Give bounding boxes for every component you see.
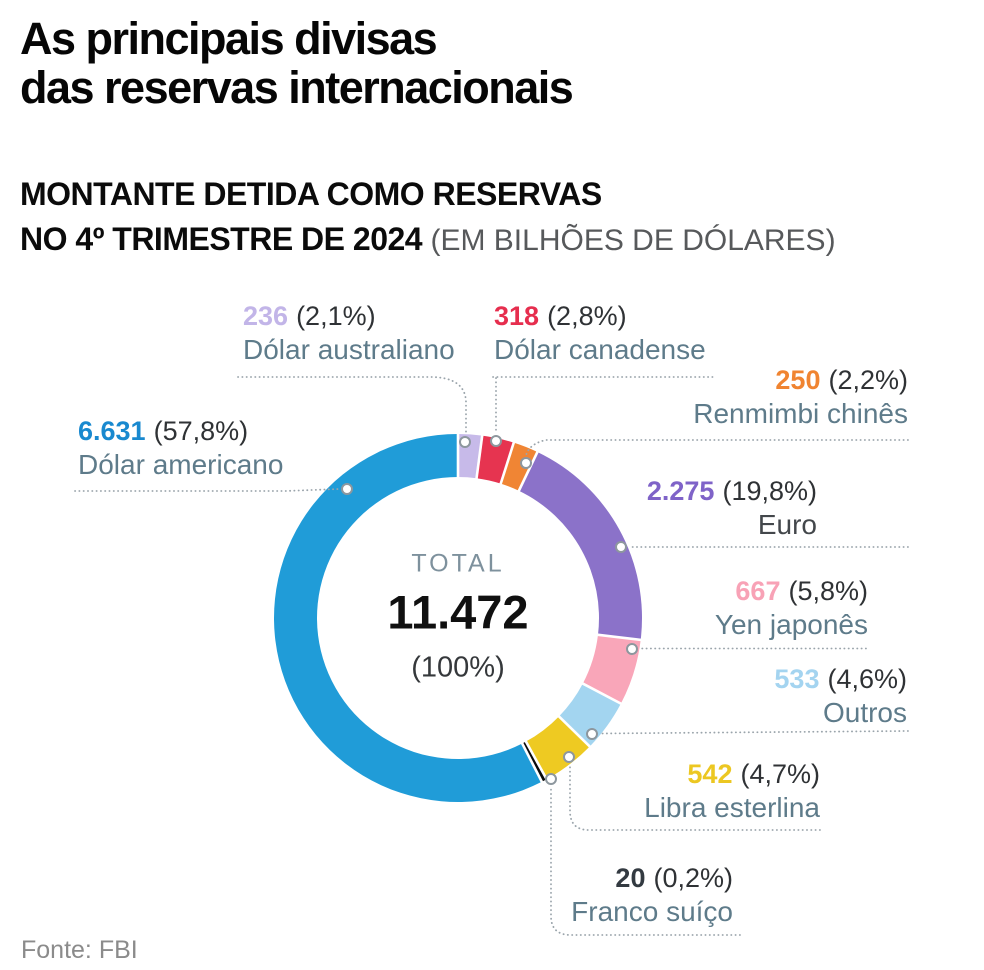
slice-separator xyxy=(579,681,625,707)
leader-renmimbi-chines xyxy=(525,439,909,457)
leader-franco-suico xyxy=(550,786,741,936)
value-renmimbi-chines: 250 xyxy=(775,365,821,395)
slice-separator xyxy=(519,740,545,786)
slice-separator xyxy=(594,633,644,642)
slice-separator xyxy=(523,738,550,783)
name-outros: Outros xyxy=(822,697,907,728)
dot-dolar-americano xyxy=(341,483,353,495)
value-dolar-australiano: 236 xyxy=(243,301,289,331)
name-libra-esterlina: Libra esterlina xyxy=(644,792,820,823)
slice-separator xyxy=(516,448,540,495)
name-yen-japones: Yen japonês xyxy=(714,609,868,640)
pct-yen-japones: (5,8%) xyxy=(788,576,868,606)
leader-libra-esterlina xyxy=(569,764,821,831)
center-total-label: TOTAL xyxy=(411,549,505,578)
label-outros: 533 (4,6%) Outros xyxy=(774,662,907,730)
subtitle-unit-note: (EM BILHÕES DE DÓLARES) xyxy=(430,224,836,257)
subtitle-period: NO 4º TRIMESTRE DE 2024 xyxy=(20,221,423,257)
label-dolar-australiano: 236 (2,1%) Dólar australiano xyxy=(243,299,455,367)
center-total-pct: (100%) xyxy=(411,651,505,684)
dot-dolar-canadense xyxy=(490,435,502,447)
pct-dolar-canadense: (2,8%) xyxy=(547,301,627,331)
dot-dolar-australiano xyxy=(459,436,471,448)
pct-dolar-australiano: (2,1%) xyxy=(296,301,376,331)
label-value-line: 20 (0,2%) xyxy=(571,861,733,895)
donut-center: TOTAL 11.472 (100%) xyxy=(387,550,528,685)
value-franco-suico: 20 xyxy=(615,863,646,893)
slice-separator xyxy=(498,439,516,487)
chart-subtitle: MONTANTE DETIDA COMO RESERVAS NO 4º TRIM… xyxy=(20,172,836,263)
subtitle-line-2: NO 4º TRIMESTRE DE 2024 (EM BILHÕES DE D… xyxy=(20,217,836,263)
value-dolar-canadense: 318 xyxy=(494,301,540,331)
label-value-line: 667 (5,8%) xyxy=(715,574,868,608)
name-dolar-americano: Dólar americano xyxy=(78,449,284,480)
slice-yen-japones xyxy=(582,634,641,704)
label-dolar-canadense: 318 (2,8%) Dólar canadense xyxy=(494,299,706,367)
slice-separator xyxy=(474,432,484,482)
leader-dolar-australiano xyxy=(237,376,467,434)
dot-yen-japones xyxy=(626,643,638,655)
dot-euro xyxy=(615,541,627,553)
leader-dolar-americano xyxy=(74,488,340,492)
value-libra-esterlina: 542 xyxy=(687,759,733,789)
name-euro: Euro xyxy=(757,509,817,540)
title-line-2: das reservas internacionais xyxy=(20,62,574,113)
label-yen-japones: 667 (5,8%) Yen japonês xyxy=(715,574,868,642)
slice-separators xyxy=(456,431,644,786)
label-value-line: 318 (2,8%) xyxy=(494,299,706,333)
slice-renmimbi-chines xyxy=(500,442,538,491)
pct-dolar-americano: (57,8%) xyxy=(153,416,249,446)
subtitle-line-1: MONTANTE DETIDA COMO RESERVAS xyxy=(20,176,602,212)
label-libra-esterlina: 542 (4,7%) Libra esterlina xyxy=(644,757,820,825)
label-value-line: 236 (2,1%) xyxy=(243,299,455,333)
dot-franco-suico xyxy=(545,773,557,785)
slice-separator xyxy=(555,713,593,750)
label-renmimbi-chines: 250 (2,2%) Renmimbi chinês xyxy=(693,363,908,431)
slice-franco-suico xyxy=(522,741,547,782)
label-euro: 2.275 (19,8%) Euro xyxy=(647,474,817,542)
label-value-line: 6.631 (57,8%) xyxy=(78,414,283,448)
anchor-dots xyxy=(341,435,638,785)
label-value-line: 533 (4,6%) xyxy=(774,662,907,696)
name-dolar-canadense: Dólar canadense xyxy=(494,334,706,365)
source-credit: Fonte: FBI xyxy=(21,936,138,964)
pct-franco-suico: (0,2%) xyxy=(653,863,733,893)
slice-euro xyxy=(518,452,642,640)
pct-euro: (19,8%) xyxy=(722,476,817,506)
title-line-1: As principais divisas xyxy=(20,13,438,64)
leader-lines xyxy=(74,376,909,936)
slice-dolar-americano xyxy=(274,434,542,802)
leader-outros xyxy=(600,730,909,735)
name-franco-suico: Franco suíço xyxy=(571,896,733,927)
pct-outros: (4,6%) xyxy=(827,664,907,694)
value-dolar-americano: 6.631 xyxy=(78,416,146,446)
label-value-line: 250 (2,2%) xyxy=(693,363,908,397)
label-dolar-americano: 6.631 (57,8%) Dólar americano xyxy=(78,414,283,482)
label-franco-suico: 20 (0,2%) Franco suíço xyxy=(571,861,733,929)
page-title: As principais divisas das reservas inter… xyxy=(20,13,574,113)
value-yen-japones: 667 xyxy=(735,576,781,606)
value-euro: 2.275 xyxy=(646,476,715,506)
dot-renmimbi-chines xyxy=(520,457,532,469)
dot-outros xyxy=(586,728,598,740)
dot-libra-esterlina xyxy=(563,751,575,763)
label-value-line: 2.275 (19,8%) xyxy=(647,474,817,508)
name-renmimbi-chines: Renmimbi chinês xyxy=(693,398,908,429)
label-value-line: 542 (4,7%) xyxy=(644,757,820,791)
name-dolar-australiano: Dólar australiano xyxy=(243,334,455,365)
pct-libra-esterlina: (4,7%) xyxy=(740,759,820,789)
center-total-value: 11.472 xyxy=(387,585,529,639)
pct-renmimbi-chines: (2,2%) xyxy=(828,365,908,395)
value-outros: 533 xyxy=(774,664,820,694)
